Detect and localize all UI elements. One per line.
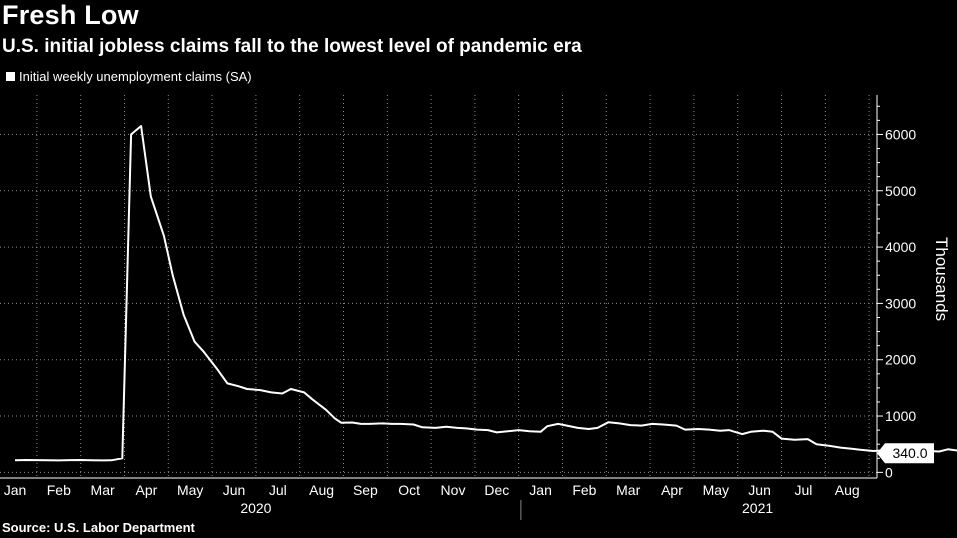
source-note: Source: U.S. Labor Department [2, 520, 195, 535]
x-tick-label: Nov [441, 482, 466, 498]
x-tick-label: Dec [484, 482, 509, 498]
y-tick-label: 4000 [885, 239, 916, 255]
x-tick-label: Jan [4, 482, 27, 498]
x-tick-label: Apr [136, 482, 158, 498]
chart-title: Fresh Low [2, 0, 139, 30]
series-layer [14, 125, 957, 462]
series-line [14, 125, 957, 462]
legend-label: Initial weekly unemployment claims (SA) [19, 69, 252, 84]
x-tick-label: Feb [572, 482, 596, 498]
label-layer: 0 1000 2000 3000 4000 5000 6000 Thousands Jan Feb… [4, 126, 951, 516]
x-tick-label: May [703, 482, 729, 498]
x-tick-label: Aug [309, 482, 334, 498]
x-tick-label: Aug [835, 482, 860, 498]
last-value-label: 340.0 [892, 445, 927, 461]
x-tick-label: Oct [398, 482, 420, 498]
x-tick-label: Jun [748, 482, 771, 498]
y-tick-label: 6000 [885, 126, 916, 142]
legend: Initial weekly unemployment claims (SA) [6, 69, 252, 84]
x-tick-label: Apr [661, 482, 683, 498]
year-label: 2020 [240, 500, 271, 516]
y-axis-title: Thousands [932, 237, 951, 321]
y-tick-label: 5000 [885, 183, 916, 199]
x-tick-label: Jun [223, 482, 246, 498]
x-tick-label: Mar [616, 482, 640, 498]
x-tick-label: Jul [269, 482, 287, 498]
y-tick-label: 1000 [885, 408, 916, 424]
x-tick-label: Feb [47, 482, 71, 498]
chart-subtitle: U.S. initial jobless claims fall to the … [2, 36, 582, 57]
x-tick-label: Mar [91, 482, 115, 498]
x-tick-label: Jul [794, 482, 812, 498]
axis-layer [0, 95, 883, 520]
y-tick-label: 0 [885, 464, 893, 480]
y-tick-label: 2000 [885, 352, 916, 368]
last-value-callout [877, 443, 934, 464]
legend-swatch [6, 72, 15, 81]
x-tick-label: May [177, 482, 203, 498]
y-tick-label: 3000 [885, 295, 916, 311]
x-tick-label: Sep [353, 482, 378, 498]
x-tick-label: Jan [529, 482, 552, 498]
year-label: 2021 [742, 500, 773, 516]
